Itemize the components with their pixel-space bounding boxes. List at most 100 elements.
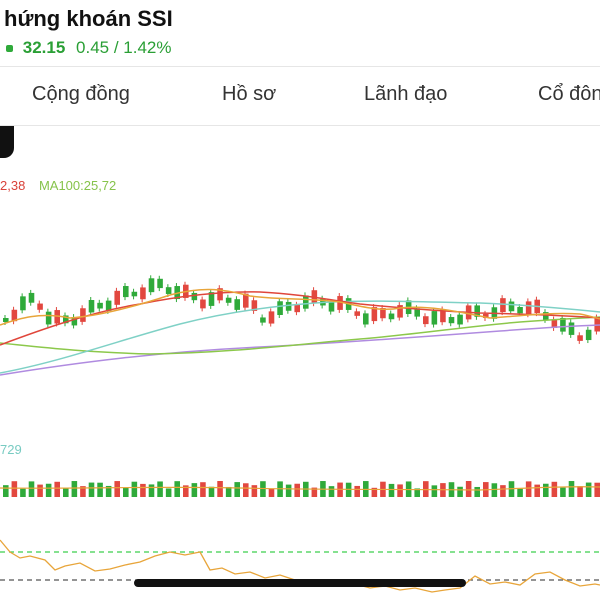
candle-body [414,308,420,317]
tab-leadership[interactable]: Lãnh đạo [364,83,448,105]
candle-body [3,318,9,322]
candle-body [11,309,18,322]
volume-bar [474,486,480,497]
candle-body [148,278,155,293]
candle-body [431,311,438,325]
volume-bar [268,488,275,497]
ma-purple-line [0,324,600,376]
candle-body [268,311,275,324]
ma-red-line [0,291,600,346]
candle-body [123,286,129,298]
volume-bar [3,485,9,497]
volume-bar [285,484,292,497]
volume-bar [543,483,549,497]
candle-body [251,300,258,311]
candle-body [500,298,506,313]
candle-body [200,299,206,309]
volume-bar [148,484,155,497]
candle-body [457,314,463,325]
ma-green-line [0,316,600,355]
volume-bar [45,483,52,497]
volume-bar [577,486,583,497]
tab-community[interactable]: Cộng đồng [32,83,130,105]
price-row: 32.15 0.45 / 1.42% [6,38,171,58]
volume-bar [585,482,592,497]
volume-bar [114,481,120,497]
candle-body [88,300,95,313]
price-change: 0.45 / 1.42% [76,38,172,57]
volume-bar [11,481,18,497]
candle-body [71,317,78,326]
candle-body [397,305,403,318]
candle-body [474,305,480,317]
candle-body [525,301,532,315]
volume-bar [63,487,69,497]
candle-body [285,301,292,311]
candle-body [568,322,575,335]
stock-header: hứng khoán SSI 32.15 0.45 / 1.42% [0,0,600,66]
volume-bar [20,488,26,497]
volume-bar [568,481,575,497]
volume-bar [294,483,300,497]
volume-bar [200,482,206,497]
candle-body [105,300,112,311]
stock-title: hứng khoán SSI [4,6,173,31]
candle-body [423,316,429,325]
volume-bar [414,488,420,497]
volume-value-label: 729 [0,442,22,457]
candle-body [294,304,300,313]
ma100-label: MA100:25,72 [38,178,117,193]
tab-bar: Cộng đồng Hồ sơ Lãnh đạo Cổ đôn [0,66,600,126]
candle-body [225,297,232,303]
candle-body [131,291,138,297]
volume-bar [560,487,566,497]
volume-bar [525,481,532,497]
timeframe-selector-edge[interactable] [0,126,14,158]
candle-body [448,317,455,324]
candle-body [157,278,163,289]
volume-ma-line [0,486,600,491]
volume-bar [371,487,378,497]
volume-bar [311,487,318,497]
volume-bar [123,487,129,497]
candle-body [140,287,146,300]
tab-shareholders[interactable]: Cổ đôn [538,83,600,105]
volume-bar [157,481,163,497]
volume-bar [88,482,95,497]
volume-bar [243,483,249,497]
candle-body [37,303,43,310]
candle-body [380,308,386,319]
volume-bar [388,483,395,497]
ma-legend: 2,38 MA100:25,72 [0,178,116,193]
candle-body [165,287,172,294]
candle-body [371,307,378,322]
candle-body [243,293,249,308]
volume-bar [105,485,112,497]
candle-body [45,311,52,325]
candle-body [551,319,558,328]
volume-bar [225,486,232,497]
candle-body [277,301,283,315]
candle-body [543,312,549,320]
volume-bar [234,482,240,497]
volume-bar [457,486,463,497]
candle-body [260,317,266,323]
candle-body [217,288,223,301]
candle-body [483,313,489,318]
volume-bar [491,483,498,497]
candle-body [328,302,335,312]
candle-body [28,292,35,303]
volume-bar [174,481,180,497]
volume-bar [217,481,223,497]
volume-bar [465,481,472,497]
volume-bar [131,481,138,497]
volume-bar [517,488,523,497]
candle-body [114,290,120,305]
home-indicator[interactable] [134,579,466,587]
volume-bar [97,482,103,497]
tab-profile[interactable]: Hồ sơ [222,83,277,105]
ma-value-label: 2,38 [0,178,26,193]
volume-bar [28,481,35,497]
volume-bar [140,483,146,497]
